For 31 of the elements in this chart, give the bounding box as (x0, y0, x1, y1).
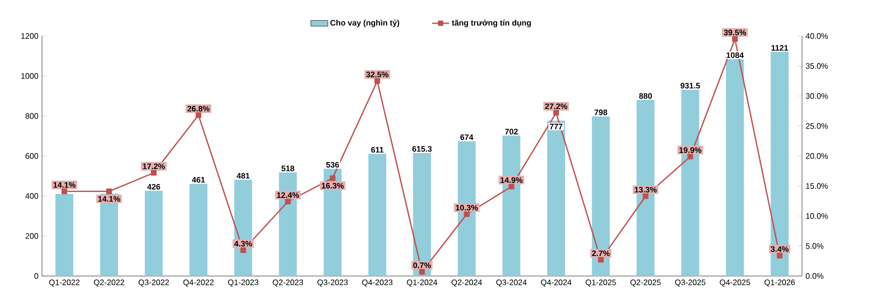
bar (324, 168, 342, 276)
bar (234, 180, 252, 276)
bar (144, 190, 163, 276)
bar (547, 120, 566, 276)
bar (190, 184, 208, 276)
point (508, 184, 514, 190)
bar (592, 116, 610, 276)
bar (458, 141, 476, 276)
point (732, 36, 738, 42)
point (150, 170, 157, 176)
point (598, 256, 604, 263)
point (642, 193, 648, 200)
bar (413, 152, 431, 276)
point (196, 112, 202, 118)
point (687, 154, 694, 160)
point (240, 247, 246, 254)
bar (502, 136, 520, 276)
bar (770, 52, 789, 276)
bar (278, 172, 297, 276)
point (464, 211, 470, 218)
point (285, 198, 291, 204)
bar (55, 194, 74, 276)
point (62, 188, 68, 194)
bar (368, 154, 386, 276)
point (106, 188, 112, 194)
point (553, 110, 559, 116)
point (419, 268, 425, 275)
bar (681, 90, 700, 276)
point (330, 175, 336, 182)
point (776, 252, 782, 258)
point (374, 78, 380, 84)
